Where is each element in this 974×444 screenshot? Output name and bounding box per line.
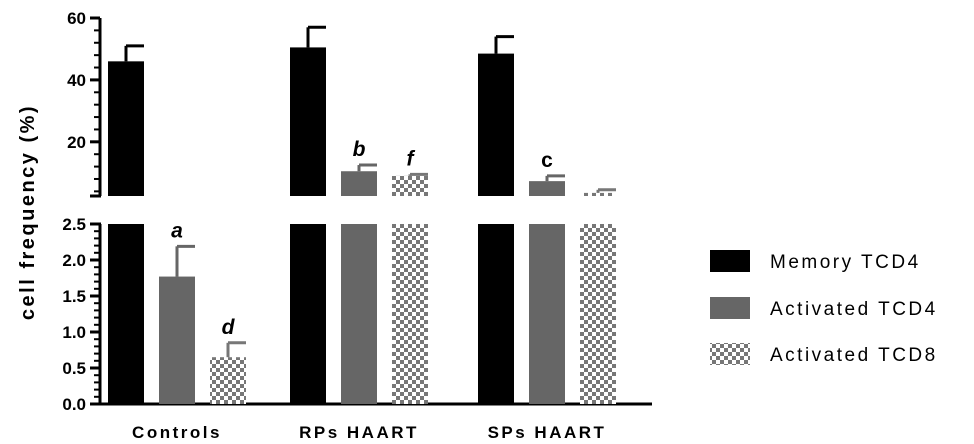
bar-memory-tcd4-rps-haart-lower [290, 224, 326, 404]
bar-memory-tcd4-rps-haart [290, 47, 326, 197]
y-tick-label: 2.5 [62, 215, 86, 234]
bar-memory-tcd4-sps-haart-lower [478, 224, 514, 404]
error-bars [124, 25, 616, 358]
bar-activated-tcd4-rps-haart [341, 171, 377, 196]
y-tick-label: 0.0 [62, 395, 86, 414]
bar-activated-tcd4-controls [159, 276, 195, 404]
y-tick-label: 1.0 [62, 323, 86, 342]
bar-activated-tcd8-rps-haart-lower [392, 224, 428, 404]
bar-activated-tcd8-controls [210, 357, 246, 404]
axis-labels: 0.0 0.5 1.0 1.5 2.0 2.5 20 40 60 Controls RPs HAAR… [17, 9, 607, 442]
bar-activated-tcd8-sps-haart-lower [580, 224, 616, 404]
annotation-activated-tcd8-rps-haart: f [407, 147, 416, 170]
y-tick-label: 40 [67, 71, 86, 90]
bar-activated-tcd4-sps-haart-lower [529, 224, 565, 404]
y-tick-label: 2.0 [62, 251, 86, 270]
bar-memory-tcd4-controls-lower [108, 224, 144, 404]
annotation-activated-tcd4-rps-haart: b [353, 138, 366, 161]
y-tick-label: 20 [67, 133, 86, 152]
x-tick-label-sps-haart: SPs HAART [488, 423, 607, 442]
legend-swatch-activated-tcd8 [710, 343, 750, 365]
bar-activated-tcd4-rps-haart-lower [341, 224, 377, 404]
bar-activated-tcd4-sps-haart [529, 181, 565, 196]
annotations: a d b f c [171, 138, 553, 339]
x-tick-label-rps-haart: RPs HAART [299, 423, 419, 442]
annotation-activated-tcd4-controls: a [171, 219, 183, 242]
y-tick-label: 0.5 [62, 359, 86, 378]
bar-memory-tcd4-sps-haart [478, 53, 514, 196]
x-tick-label-controls: Controls [132, 423, 222, 442]
legend-label-memory-tcd4: Memory TCD4 [770, 252, 921, 273]
legend-swatch-activated-tcd4 [710, 297, 750, 319]
bar-memory-tcd4-controls [108, 61, 144, 197]
bar-activated-tcd8-sps-haart [580, 192, 616, 196]
y-tick-label: 60 [67, 9, 86, 28]
bars [108, 47, 616, 404]
legend-label-activated-tcd8: Activated TCD8 [770, 345, 938, 366]
y-tick-label: 1.5 [62, 287, 86, 306]
legend-label-activated-tcd4: Activated TCD4 [770, 299, 938, 320]
y-axis-label: cell frequency (%) [17, 104, 39, 320]
annotation-activated-tcd8-controls: d [222, 316, 236, 339]
bar-activated-tcd8-rps-haart [392, 175, 428, 196]
annotation-activated-tcd4-sps-haart: c [541, 149, 553, 172]
legend: Memory TCD4 Activated TCD4 Activated TCD8 [710, 250, 938, 366]
legend-swatch-memory-tcd4 [710, 250, 750, 272]
